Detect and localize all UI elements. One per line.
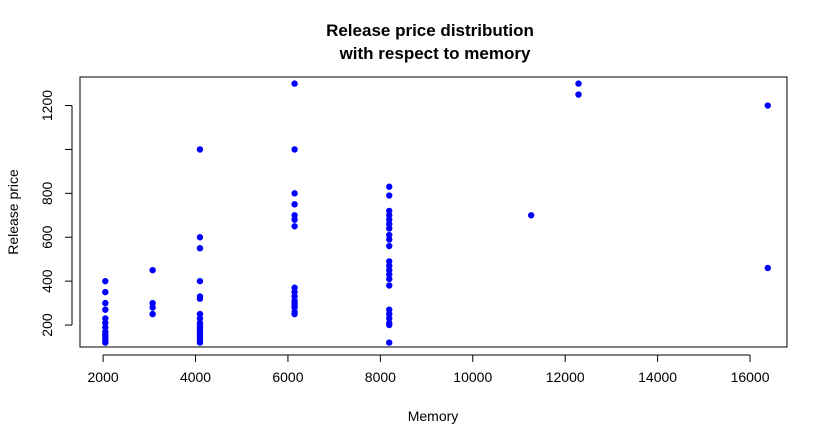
x-axis: 2000 4000 6000 8000 10000 12000 14000 16000 <box>88 354 770 385</box>
x-tick-label: 12000 <box>546 369 585 385</box>
x-tick-label: 2000 <box>88 369 119 385</box>
data-point <box>196 310 204 318</box>
x-tick-label: 4000 <box>180 369 211 385</box>
data-point <box>386 315 393 322</box>
data-point <box>386 266 393 274</box>
data-point <box>291 212 298 219</box>
data-point <box>291 80 298 87</box>
data-point <box>196 339 204 346</box>
data-point <box>102 324 109 331</box>
data-point <box>291 310 298 318</box>
data-points <box>102 80 771 346</box>
data-point <box>386 220 393 228</box>
x-tick-label: 10000 <box>453 369 492 385</box>
y-tick-label: 600 <box>39 225 55 249</box>
y-tick-label: 200 <box>39 313 55 337</box>
data-point <box>386 306 393 313</box>
data-point <box>196 315 204 322</box>
data-point <box>386 216 393 223</box>
data-point <box>386 310 393 318</box>
data-point <box>386 275 393 283</box>
y-axis: 200 400 600 800 1200 <box>39 90 73 337</box>
data-point <box>102 319 109 327</box>
data-point <box>196 146 204 153</box>
data-point <box>291 190 298 197</box>
data-point <box>102 315 109 322</box>
data-point <box>764 102 771 109</box>
data-point <box>291 146 298 153</box>
data-point <box>386 212 393 219</box>
data-point <box>386 231 393 239</box>
data-point <box>291 223 298 230</box>
data-point <box>196 277 204 285</box>
data-point <box>291 216 298 223</box>
plot-frame <box>79 76 788 348</box>
data-point <box>386 258 393 265</box>
data-point <box>386 207 393 215</box>
x-tick-label: 6000 <box>272 369 303 385</box>
data-point <box>102 299 109 307</box>
data-point <box>386 282 393 289</box>
data-point <box>196 234 204 241</box>
chart-title-line-1: Release price distribution <box>326 21 534 40</box>
data-point <box>102 288 109 296</box>
y-tick-label: 800 <box>39 181 55 205</box>
data-point <box>102 339 109 346</box>
x-axis-label: Memory <box>408 408 459 424</box>
data-point <box>386 236 393 243</box>
data-point <box>291 288 298 296</box>
x-tick-label: 16000 <box>731 369 770 385</box>
data-point <box>291 201 298 208</box>
data-point <box>386 225 393 232</box>
data-point <box>291 293 298 300</box>
data-point <box>575 91 582 98</box>
data-point <box>575 80 582 87</box>
chart-title-line-2: with respect to memory <box>339 44 531 63</box>
data-point <box>102 306 109 313</box>
data-point <box>386 271 393 278</box>
data-point <box>386 321 393 329</box>
data-point <box>386 339 393 346</box>
data-point <box>386 183 393 190</box>
data-point <box>196 295 204 302</box>
data-point <box>149 299 156 307</box>
y-tick-label: 400 <box>39 269 55 293</box>
x-tick-label: 8000 <box>365 369 396 385</box>
y-tick-label: 1200 <box>39 90 55 121</box>
data-point <box>196 245 204 252</box>
data-point <box>149 266 156 274</box>
data-point <box>291 284 298 291</box>
data-point <box>386 242 393 250</box>
y-axis-label: Release price <box>5 169 21 255</box>
data-point <box>291 304 298 311</box>
data-point <box>386 192 393 199</box>
data-point <box>764 264 771 272</box>
data-point <box>149 304 156 311</box>
data-point <box>149 310 156 318</box>
data-point <box>102 277 109 285</box>
data-point <box>386 262 393 269</box>
x-tick-label: 14000 <box>638 369 677 385</box>
data-point <box>527 212 535 219</box>
